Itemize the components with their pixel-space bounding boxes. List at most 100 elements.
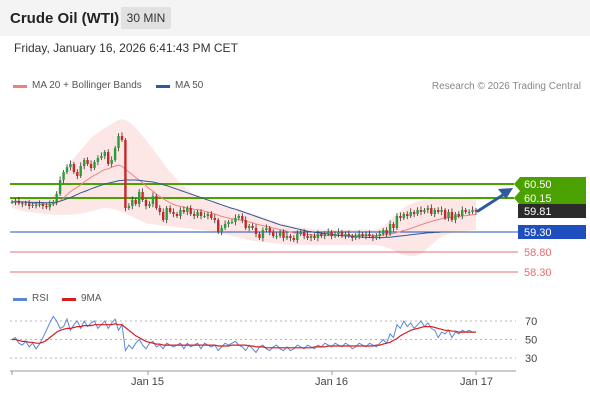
candle bbox=[182, 206, 185, 214]
candle bbox=[323, 231, 326, 240]
candle-body bbox=[461, 210, 464, 216]
candle-body bbox=[34, 204, 38, 206]
candle bbox=[333, 231, 337, 238]
candle bbox=[402, 212, 405, 220]
candle bbox=[196, 210, 199, 218]
ma50-line bbox=[12, 179, 476, 239]
candle-body bbox=[193, 214, 196, 216]
candle-body bbox=[327, 232, 330, 234]
rsi-line bbox=[11, 315, 476, 354]
candle bbox=[103, 150, 106, 160]
candle-body bbox=[392, 224, 395, 228]
candle-body bbox=[199, 212, 203, 216]
candle-body bbox=[337, 232, 340, 234]
bollinger-legend-label: MA 20 + Bollinger Bands bbox=[32, 80, 142, 91]
candle-body bbox=[165, 208, 168, 220]
candle-body bbox=[406, 214, 409, 216]
candle-body bbox=[148, 204, 151, 206]
candle bbox=[206, 212, 210, 220]
candle-body bbox=[196, 212, 199, 216]
candle-body bbox=[454, 214, 457, 220]
candle-body bbox=[168, 208, 172, 212]
candle-body bbox=[333, 234, 337, 236]
candle-body bbox=[375, 236, 378, 238]
candle bbox=[282, 229, 285, 242]
candle bbox=[340, 230, 344, 238]
candle-body bbox=[330, 232, 333, 236]
candle bbox=[96, 155, 100, 166]
candle bbox=[31, 202, 34, 208]
candle bbox=[447, 209, 450, 222]
candle-body bbox=[302, 232, 306, 236]
candle-body bbox=[382, 230, 385, 234]
candle-body bbox=[155, 196, 158, 208]
candle bbox=[351, 234, 354, 242]
candle bbox=[354, 233, 357, 240]
candle bbox=[289, 234, 292, 242]
candle-body bbox=[131, 200, 134, 206]
ma9-legend-label: 9MA bbox=[81, 293, 102, 304]
price-level-value: 58.30 bbox=[524, 267, 552, 279]
candle bbox=[268, 226, 271, 236]
candle-body bbox=[368, 234, 371, 236]
candle-body bbox=[89, 164, 93, 168]
candle bbox=[457, 211, 460, 218]
candle-body bbox=[217, 220, 220, 232]
candle-body bbox=[144, 200, 148, 206]
candle bbox=[193, 210, 196, 220]
candle-body bbox=[423, 210, 426, 212]
candle bbox=[440, 206, 443, 216]
candle bbox=[144, 198, 148, 210]
candle bbox=[189, 205, 192, 216]
price-level-value: 58.80 bbox=[524, 247, 552, 259]
candle bbox=[79, 162, 82, 178]
candle-body bbox=[237, 216, 240, 218]
candle bbox=[306, 232, 309, 240]
candle bbox=[28, 200, 31, 210]
candle-body bbox=[175, 214, 179, 216]
price-level-tag bbox=[514, 177, 586, 191]
candle-body bbox=[457, 214, 460, 216]
candle bbox=[368, 230, 371, 238]
candle bbox=[254, 224, 258, 238]
candle-body bbox=[241, 216, 244, 220]
candle-body bbox=[282, 232, 285, 238]
candle-body bbox=[258, 234, 261, 238]
candle bbox=[117, 133, 120, 152]
candle-body bbox=[361, 234, 364, 236]
candle-body bbox=[440, 210, 443, 212]
candle-body bbox=[416, 210, 419, 214]
ma50-legend-swatch bbox=[156, 85, 170, 88]
candle bbox=[10, 200, 14, 204]
candle-body bbox=[234, 218, 237, 222]
timeframe-button[interactable]: 30 MIN bbox=[121, 7, 171, 29]
candle bbox=[433, 208, 436, 218]
candle-body bbox=[430, 208, 433, 214]
candle bbox=[285, 232, 289, 240]
candle-body bbox=[55, 194, 58, 202]
forecast-arrow-shaft bbox=[476, 191, 508, 213]
candle-body bbox=[378, 234, 381, 236]
candle bbox=[406, 211, 409, 220]
candle-body bbox=[206, 214, 210, 216]
candle bbox=[76, 169, 79, 180]
candle-body bbox=[447, 212, 450, 218]
candle bbox=[162, 208, 165, 222]
candle-body bbox=[107, 152, 110, 164]
candle bbox=[186, 206, 189, 216]
candle-body bbox=[223, 224, 227, 228]
candle bbox=[299, 230, 302, 236]
candle bbox=[203, 212, 206, 218]
bollinger-band bbox=[12, 119, 476, 256]
candle bbox=[388, 220, 392, 236]
candle bbox=[179, 207, 182, 220]
candle-body bbox=[268, 228, 271, 232]
candle bbox=[244, 216, 247, 230]
candle bbox=[364, 231, 368, 240]
price-level-label: 59.81 bbox=[518, 204, 586, 218]
candle bbox=[416, 207, 419, 216]
candle-body bbox=[79, 166, 82, 176]
candle-body bbox=[474, 210, 478, 212]
